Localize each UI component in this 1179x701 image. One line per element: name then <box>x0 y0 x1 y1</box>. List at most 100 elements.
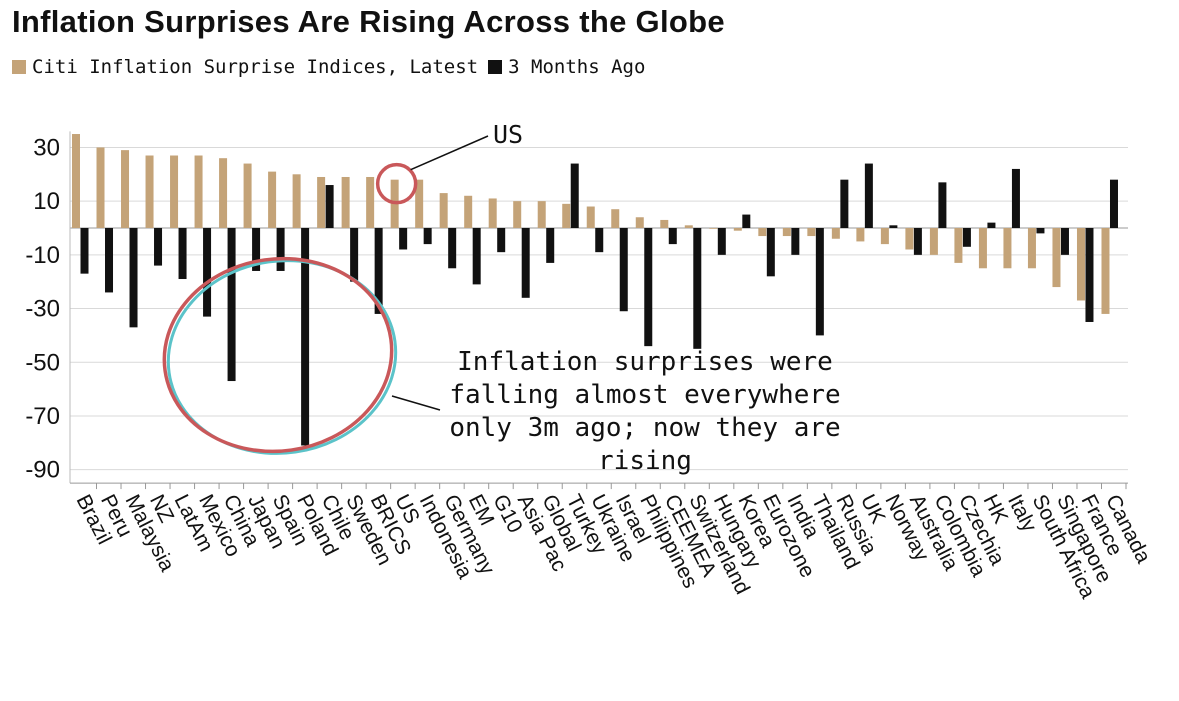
note-line-1: Inflation surprises were <box>457 347 833 377</box>
bar-3m-ago-peru <box>105 228 114 293</box>
bar-3m-ago-turkey <box>570 163 579 228</box>
bar-latest-colombia <box>929 228 938 255</box>
bar-latest-israel <box>611 209 620 228</box>
us-pointer-line <box>410 135 489 171</box>
bar-3m-ago-philippines <box>644 228 653 347</box>
bar-latest-asia-pac <box>513 201 522 228</box>
bar-3m-ago-france <box>1085 228 1094 322</box>
bar-latest-ceemea <box>660 219 669 228</box>
y-tick-label: 30 <box>33 134 60 161</box>
note-pointer-line <box>391 395 441 411</box>
note-line-4: rising <box>598 446 692 476</box>
bar-latest-india <box>782 228 791 237</box>
legend: Citi Inflation Surprise Indices, Latest … <box>12 56 655 78</box>
bar-latest-indonesia <box>415 179 424 228</box>
chart-title: Inflation Surprises Are Rising Across th… <box>12 4 725 39</box>
us-annotation-label: US <box>493 120 523 149</box>
bar-3m-ago-us <box>399 228 408 250</box>
highlight-ellipse-shadow <box>166 259 398 455</box>
bar-latest-latam <box>170 155 179 228</box>
bar-latest-em <box>464 195 473 228</box>
bar-3m-ago-south-africa <box>1036 228 1045 234</box>
bar-3m-ago-russia <box>840 179 849 228</box>
bar-latest-g10 <box>488 198 497 228</box>
bar-3m-ago-thailand <box>815 228 824 336</box>
bar-3m-ago-colombia <box>938 182 947 228</box>
bar-latest-czechia <box>954 228 963 263</box>
note-line-2: falling almost everywhere <box>449 380 840 410</box>
bar-latest-france <box>1076 228 1085 301</box>
bar-3m-ago-norway <box>889 225 898 228</box>
y-tick-label: -30 <box>25 296 60 323</box>
bar-latest-peru <box>96 147 105 228</box>
bar-latest-mexico <box>194 155 203 228</box>
bar-latest-italy <box>1003 228 1012 269</box>
bar-3m-ago-ceemea <box>668 228 677 245</box>
bar-3m-ago-israel <box>619 228 628 312</box>
bar-3m-ago-czechia <box>962 228 971 247</box>
bar-latest-canada <box>1101 228 1110 314</box>
bar-3m-ago-g10 <box>497 228 506 253</box>
bar-3m-ago-uk <box>864 163 873 228</box>
bar-3m-ago-brics <box>374 228 383 314</box>
legend-label-3-months-ago: 3 Months Ago <box>508 56 646 78</box>
y-tick-label: 10 <box>33 188 60 215</box>
legend-swatch-latest <box>12 60 26 74</box>
bar-3m-ago-sweden <box>350 228 359 282</box>
bar-3m-ago-india <box>791 228 800 255</box>
bar-3m-ago-germany <box>448 228 457 269</box>
bar-3m-ago-korea <box>742 214 751 228</box>
bar-latest-nz <box>145 155 154 228</box>
y-tick-label: -50 <box>25 349 60 376</box>
bar-3m-ago-global <box>546 228 555 263</box>
bar-3m-ago-hk <box>987 222 996 228</box>
bar-latest-brazil <box>72 134 80 228</box>
bar-latest-uk <box>856 228 865 242</box>
bar-3m-ago-china <box>227 228 236 382</box>
note-line-3: only 3m ago; now they are <box>449 413 840 443</box>
bar-3m-ago-asia-pac <box>521 228 530 298</box>
bar-3m-ago-eurozone <box>766 228 775 277</box>
bar-3m-ago-italy <box>1011 168 1020 228</box>
bar-latest-malaysia <box>121 150 130 228</box>
legend-item-latest: Citi Inflation Surprise Indices, Latest <box>12 56 478 78</box>
us-highlight-circle <box>375 162 418 205</box>
bar-latest-china <box>219 158 228 228</box>
bar-3m-ago-ukraine <box>595 228 604 253</box>
bar-3m-ago-brazil <box>80 228 89 274</box>
bar-3m-ago-switzerland <box>693 228 702 349</box>
bar-3m-ago-nz <box>154 228 163 266</box>
bar-latest-brics <box>366 176 375 228</box>
bar-latest-australia <box>905 228 914 250</box>
bar-3m-ago-canada <box>1109 179 1118 228</box>
bar-latest-japan <box>243 163 252 228</box>
legend-swatch-3-months-ago <box>488 60 503 74</box>
bar-3m-ago-poland <box>301 228 310 446</box>
bar-3m-ago-spain <box>276 228 285 271</box>
bar-latest-singapore <box>1052 228 1061 288</box>
bar-3m-ago-mexico <box>203 228 212 317</box>
legend-label-latest: Citi Inflation Surprise Indices, Latest <box>32 56 479 78</box>
bar-3m-ago-hungary <box>717 228 726 255</box>
bar-3m-ago-singapore <box>1060 228 1069 255</box>
bar-latest-spain <box>268 171 277 228</box>
y-tick-label: -90 <box>25 457 60 484</box>
bar-latest-ukraine <box>586 206 595 228</box>
y-tick-label: -10 <box>25 242 60 269</box>
bar-3m-ago-chile <box>325 185 334 228</box>
bar-latest-korea <box>733 228 742 231</box>
bar-latest-poland <box>292 174 301 228</box>
bar-latest-global <box>537 201 546 228</box>
bar-3m-ago-australia <box>913 228 922 255</box>
bar-latest-chile <box>317 176 326 228</box>
bar-latest-philippines <box>635 217 644 228</box>
bar-latest-hungary <box>709 228 718 229</box>
y-tick-label: -70 <box>25 403 60 430</box>
bar-3m-ago-latam <box>178 228 187 280</box>
bar-latest-russia <box>831 228 840 239</box>
bar-latest-turkey <box>562 203 571 228</box>
bar-3m-ago-malaysia <box>129 228 138 328</box>
bar-3m-ago-japan <box>252 228 261 271</box>
bar-latest-thailand <box>807 228 816 237</box>
